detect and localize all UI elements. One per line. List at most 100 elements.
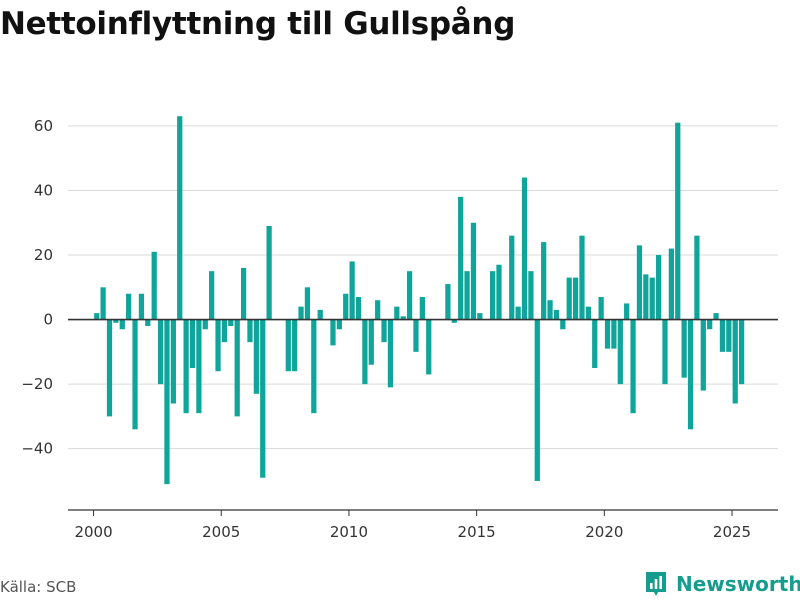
bar (630, 319, 636, 414)
bar (170, 319, 176, 404)
bar (617, 319, 623, 385)
tick-labels: −40 −20 0 20 40 60 2000 2005 2010 2015 2020 2025 (21, 117, 751, 541)
y-tick-label: 0 (43, 311, 53, 329)
bar (541, 242, 547, 320)
bar (732, 319, 738, 404)
bar (387, 319, 394, 388)
bar (643, 274, 649, 320)
bar (355, 296, 362, 320)
bar (151, 251, 157, 320)
bar (196, 319, 202, 414)
x-tick-label: 2015 (458, 523, 496, 541)
bar (406, 271, 413, 320)
bar (215, 319, 221, 372)
bar (604, 319, 611, 349)
bar (317, 309, 323, 320)
brand-logo[interactable]: Newsworthy (644, 570, 800, 598)
brand-name: Newsworthy (676, 572, 800, 596)
bar (304, 287, 311, 320)
y-tick-label: 60 (34, 117, 53, 135)
bar (106, 319, 113, 417)
bar (489, 271, 496, 320)
y-tick-label: −40 (21, 440, 53, 458)
bar (138, 293, 145, 320)
bar (694, 235, 700, 320)
bar (157, 319, 164, 385)
bar (253, 319, 259, 394)
bar (662, 319, 668, 385)
bar (228, 319, 234, 327)
newsworthy-logo-icon (646, 572, 666, 596)
bar (649, 277, 655, 320)
bar (515, 306, 521, 320)
bar (738, 319, 745, 385)
bar (426, 319, 432, 375)
bar (343, 293, 349, 320)
bar (636, 245, 643, 320)
bar (183, 319, 189, 414)
bar (247, 319, 253, 343)
x-tick-label: 2020 (585, 523, 623, 541)
bar (298, 306, 304, 320)
chart-title: Nettoinflyttning till Gullspång (0, 6, 516, 42)
bar (553, 309, 560, 320)
x-tick-label: 2000 (74, 523, 112, 541)
bar (285, 319, 291, 372)
x-tick-label: 2010 (330, 523, 368, 541)
bar (189, 319, 196, 368)
axes (68, 318, 778, 516)
bars (94, 116, 745, 485)
bar (177, 116, 183, 320)
bar (668, 248, 674, 320)
bar (509, 235, 515, 320)
bar (713, 313, 719, 320)
bar (547, 300, 553, 320)
bar (726, 319, 732, 352)
bar (470, 222, 477, 320)
bar (221, 319, 228, 343)
bar (464, 271, 470, 320)
bar (611, 319, 617, 349)
bar (394, 306, 400, 320)
x-tick-label: 2025 (713, 523, 751, 541)
bar (579, 235, 585, 320)
bar (375, 300, 381, 320)
bar (266, 225, 272, 320)
bar (675, 122, 681, 320)
source-note: Källa: SCB (0, 578, 77, 596)
bar (349, 261, 355, 320)
y-tick-label: 20 (34, 246, 53, 264)
bar (400, 316, 406, 320)
bar-chart: −40 −20 0 20 40 60 2000 2005 2010 2015 2020 2025 (21, 116, 778, 541)
bar (234, 319, 240, 417)
bar (209, 271, 215, 320)
y-tick-label: −20 (21, 375, 53, 393)
bar (681, 319, 687, 378)
bar (419, 296, 425, 320)
bar (330, 319, 336, 346)
bar (202, 319, 208, 330)
bar (566, 277, 572, 320)
bar (592, 319, 598, 368)
bar (381, 319, 387, 343)
bar (534, 319, 540, 481)
bar (94, 313, 100, 320)
bar (585, 306, 591, 320)
bar (119, 319, 125, 330)
bar (336, 319, 342, 330)
bar (624, 303, 630, 320)
bar (598, 296, 604, 320)
bar (687, 319, 694, 430)
bar (521, 177, 528, 320)
y-tick-label: 40 (34, 181, 53, 199)
bar (113, 319, 119, 323)
bar (560, 319, 566, 330)
x-tick-label: 2005 (202, 523, 240, 541)
bar (572, 277, 579, 320)
bar (451, 319, 457, 323)
bar (496, 264, 502, 320)
bar (413, 319, 419, 352)
bar (260, 319, 266, 478)
bar (240, 267, 247, 320)
bar (707, 319, 713, 330)
